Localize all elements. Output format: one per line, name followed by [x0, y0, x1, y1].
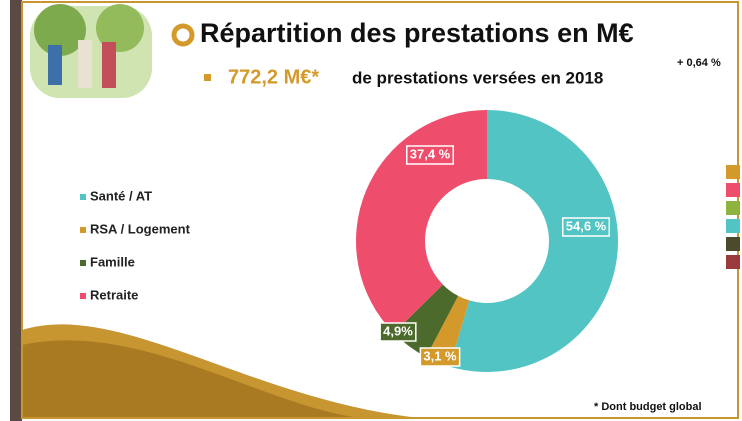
value-label: 37,4 % [410, 146, 451, 161]
legend-label: Santé / AT [90, 188, 152, 203]
value-label: 54,6 % [566, 218, 607, 233]
bullet [204, 74, 211, 81]
side-swatch [726, 201, 740, 215]
change-note: + 0,64 % [677, 57, 721, 69]
legend-swatch [80, 293, 86, 299]
side-swatch [726, 219, 740, 233]
subtitle: de prestations versées en 2018 [352, 68, 603, 87]
legend-label: RSA / Logement [90, 221, 191, 236]
left-bar [10, 0, 22, 421]
slide: Répartition des prestations en M€ 772,2 … [0, 0, 742, 421]
side-swatch [726, 165, 740, 179]
page: {"chart_data": {"type": "donut", "title"… [0, 0, 742, 421]
legend-label: Retraite [90, 287, 138, 302]
photo-person [102, 42, 116, 88]
photo-person [48, 45, 62, 85]
photo-person [78, 40, 92, 88]
value-label: 3,1 % [423, 348, 457, 363]
value-label: 4,9% [383, 323, 413, 338]
legend-swatch [80, 194, 86, 200]
side-swatch [726, 237, 740, 251]
side-swatch [726, 183, 740, 197]
photo [30, 4, 152, 98]
chart-title: Répartition des prestations en M€ [200, 18, 634, 48]
legend-swatch [80, 260, 86, 266]
side-swatch [726, 255, 740, 269]
legend-label: Famille [90, 254, 135, 269]
legend-swatch [80, 227, 86, 233]
highlight: 772,2 M€* [228, 66, 319, 88]
footnote: * Dont budget global [594, 401, 702, 413]
